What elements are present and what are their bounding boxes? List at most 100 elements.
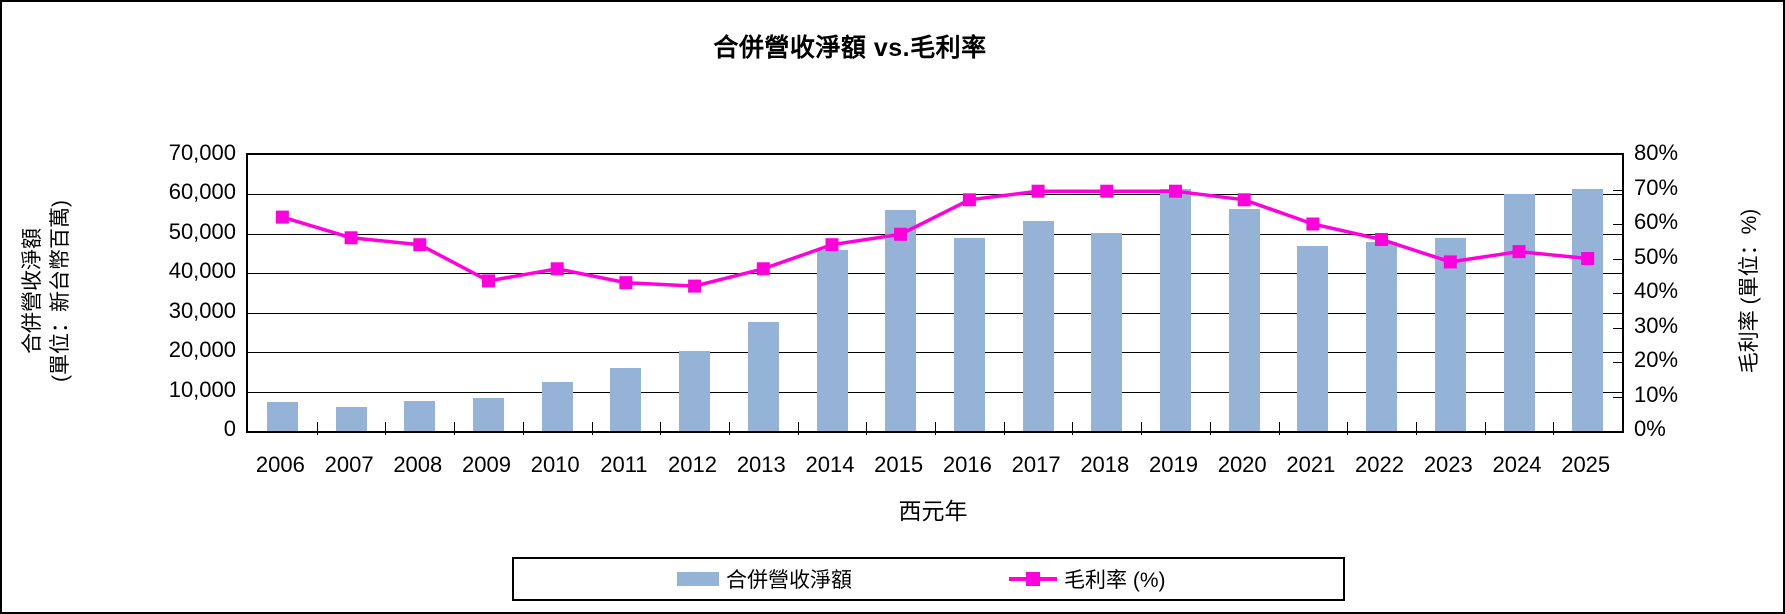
legend-label-revenue: 合併營收淨額 (726, 569, 852, 592)
x-axis-tick (454, 422, 456, 435)
bar-2009 (473, 398, 504, 431)
left-axis-label: 60,000 (168, 179, 236, 205)
left-axis-title-line2: (單位：新台幣百萬) (49, 200, 72, 382)
x-axis-label-2022: 2022 (1355, 452, 1404, 477)
bar-2019 (1160, 189, 1191, 431)
bar-2008 (404, 400, 436, 431)
x-axis-tick (1209, 422, 1211, 435)
marker-2017 (1031, 184, 1045, 198)
x-axis-tick (1553, 422, 1555, 435)
x-axis-tick (1415, 422, 1417, 435)
x-axis-label-2010: 2010 (530, 452, 580, 477)
left-axis-label: 50,000 (168, 218, 236, 244)
x-axis-label-2019: 2019 (1149, 452, 1198, 477)
x-axis-tick (1484, 422, 1486, 435)
x-axis-label-2007: 2007 (324, 452, 374, 477)
left-axis-title: 合併營收淨額 (單位：新台幣百萬) (19, 141, 75, 441)
x-axis-label-2025: 2025 (1561, 452, 1611, 477)
x-axis-title: 西元年 (898, 498, 968, 524)
marker-2023 (1443, 255, 1457, 269)
right-axis-label: 0% (1634, 416, 1666, 441)
legend-item-margin: 毛利率 (%) (1009, 564, 1166, 594)
gridline (248, 273, 1622, 275)
x-axis-label-2018: 2018 (1080, 452, 1130, 477)
x-axis-label-2013: 2013 (736, 452, 786, 477)
right-axis-label: 10% (1634, 381, 1679, 407)
margin-line (281, 189, 1588, 288)
left-axis-label: 30,000 (168, 297, 236, 323)
x-axis-tick (1278, 422, 1280, 435)
marker-2008 (413, 238, 427, 252)
bar-2018 (1091, 232, 1123, 431)
marker-2007 (344, 231, 358, 245)
left-axis-label: 20,000 (168, 337, 236, 363)
marker-2010 (550, 262, 564, 276)
right-axis-tick (1613, 327, 1622, 329)
marker-2009 (482, 274, 495, 288)
x-axis-label-2008: 2008 (393, 452, 443, 477)
gridline (248, 194, 1622, 196)
right-axis-tick (1613, 258, 1622, 260)
x-axis-label-2011: 2011 (600, 452, 648, 477)
right-axis-label: 20% (1634, 347, 1679, 372)
gridline (248, 312, 1622, 314)
x-axis-label-2014: 2014 (805, 452, 855, 477)
left-axis-label: 10,000 (168, 376, 236, 402)
right-axis-label: 30% (1634, 312, 1679, 338)
x-axis-label-2012: 2012 (668, 452, 717, 477)
bar-2025 (1572, 188, 1604, 431)
marker-2016 (962, 193, 976, 207)
right-axis-tick (1613, 396, 1622, 398)
right-axis-label: 60% (1634, 209, 1679, 234)
bar-2012 (679, 351, 711, 431)
marker-2018 (1100, 184, 1114, 198)
legend-bar-swatch-icon (677, 572, 719, 586)
x-axis-label-2006: 2006 (255, 452, 305, 477)
left-axis-label: 40,000 (168, 258, 236, 284)
x-axis-label-2020: 2020 (1217, 452, 1267, 477)
bar-2021 (1297, 245, 1329, 431)
x-axis-label-2015: 2015 (874, 452, 924, 477)
marker-2006 (275, 210, 289, 224)
gridline (248, 233, 1622, 235)
bar-2011 (610, 367, 642, 431)
legend-label-margin: 毛利率 (%) (1064, 569, 1166, 592)
x-axis-label-2016: 2016 (942, 452, 992, 477)
right-axis-label: 40% (1634, 278, 1679, 303)
marker-2020 (1237, 193, 1251, 207)
marker-2024 (1512, 245, 1526, 259)
right-axis-tick (1613, 224, 1622, 225)
marker-2014 (825, 238, 839, 252)
marker-2012 (688, 279, 702, 293)
marker-2019 (1169, 184, 1182, 198)
legend: 合併營收淨額 毛利率 (%) (512, 557, 1345, 601)
marker-2025 (1581, 252, 1595, 265)
x-axis-tick (591, 422, 593, 435)
legend-line-marker-icon (1009, 572, 1057, 586)
marker-2011 (619, 276, 633, 290)
x-axis-tick (385, 422, 387, 435)
left-axis-title-line1: 合併營收淨額 (21, 228, 44, 354)
x-axis-tick (728, 422, 730, 435)
right-axis-label: 50% (1634, 243, 1679, 269)
x-axis-tick (660, 422, 662, 435)
left-axis-label: 0 (223, 416, 236, 441)
x-axis-tick (316, 422, 318, 435)
marker-2022 (1375, 233, 1388, 246)
bar-2016 (953, 238, 985, 431)
x-axis-label-2024: 2024 (1492, 452, 1542, 477)
margin-line-series (275, 184, 1595, 293)
left-axis-label: 70,000 (168, 140, 236, 165)
x-axis-tick (1072, 422, 1074, 435)
x-axis-tick (935, 422, 936, 435)
right-axis-tick (1613, 293, 1622, 294)
marker-2021 (1306, 217, 1320, 231)
x-axis-tick (1141, 422, 1143, 435)
x-axis-tick (522, 422, 524, 435)
x-axis-label-2017: 2017 (1011, 452, 1061, 477)
legend-item-revenue: 合併營收淨額 (677, 564, 852, 594)
bar-2023 (1434, 238, 1466, 431)
right-axis-tick (1613, 362, 1622, 363)
x-axis-label-2023: 2023 (1423, 452, 1473, 477)
bar-2024 (1503, 194, 1535, 431)
